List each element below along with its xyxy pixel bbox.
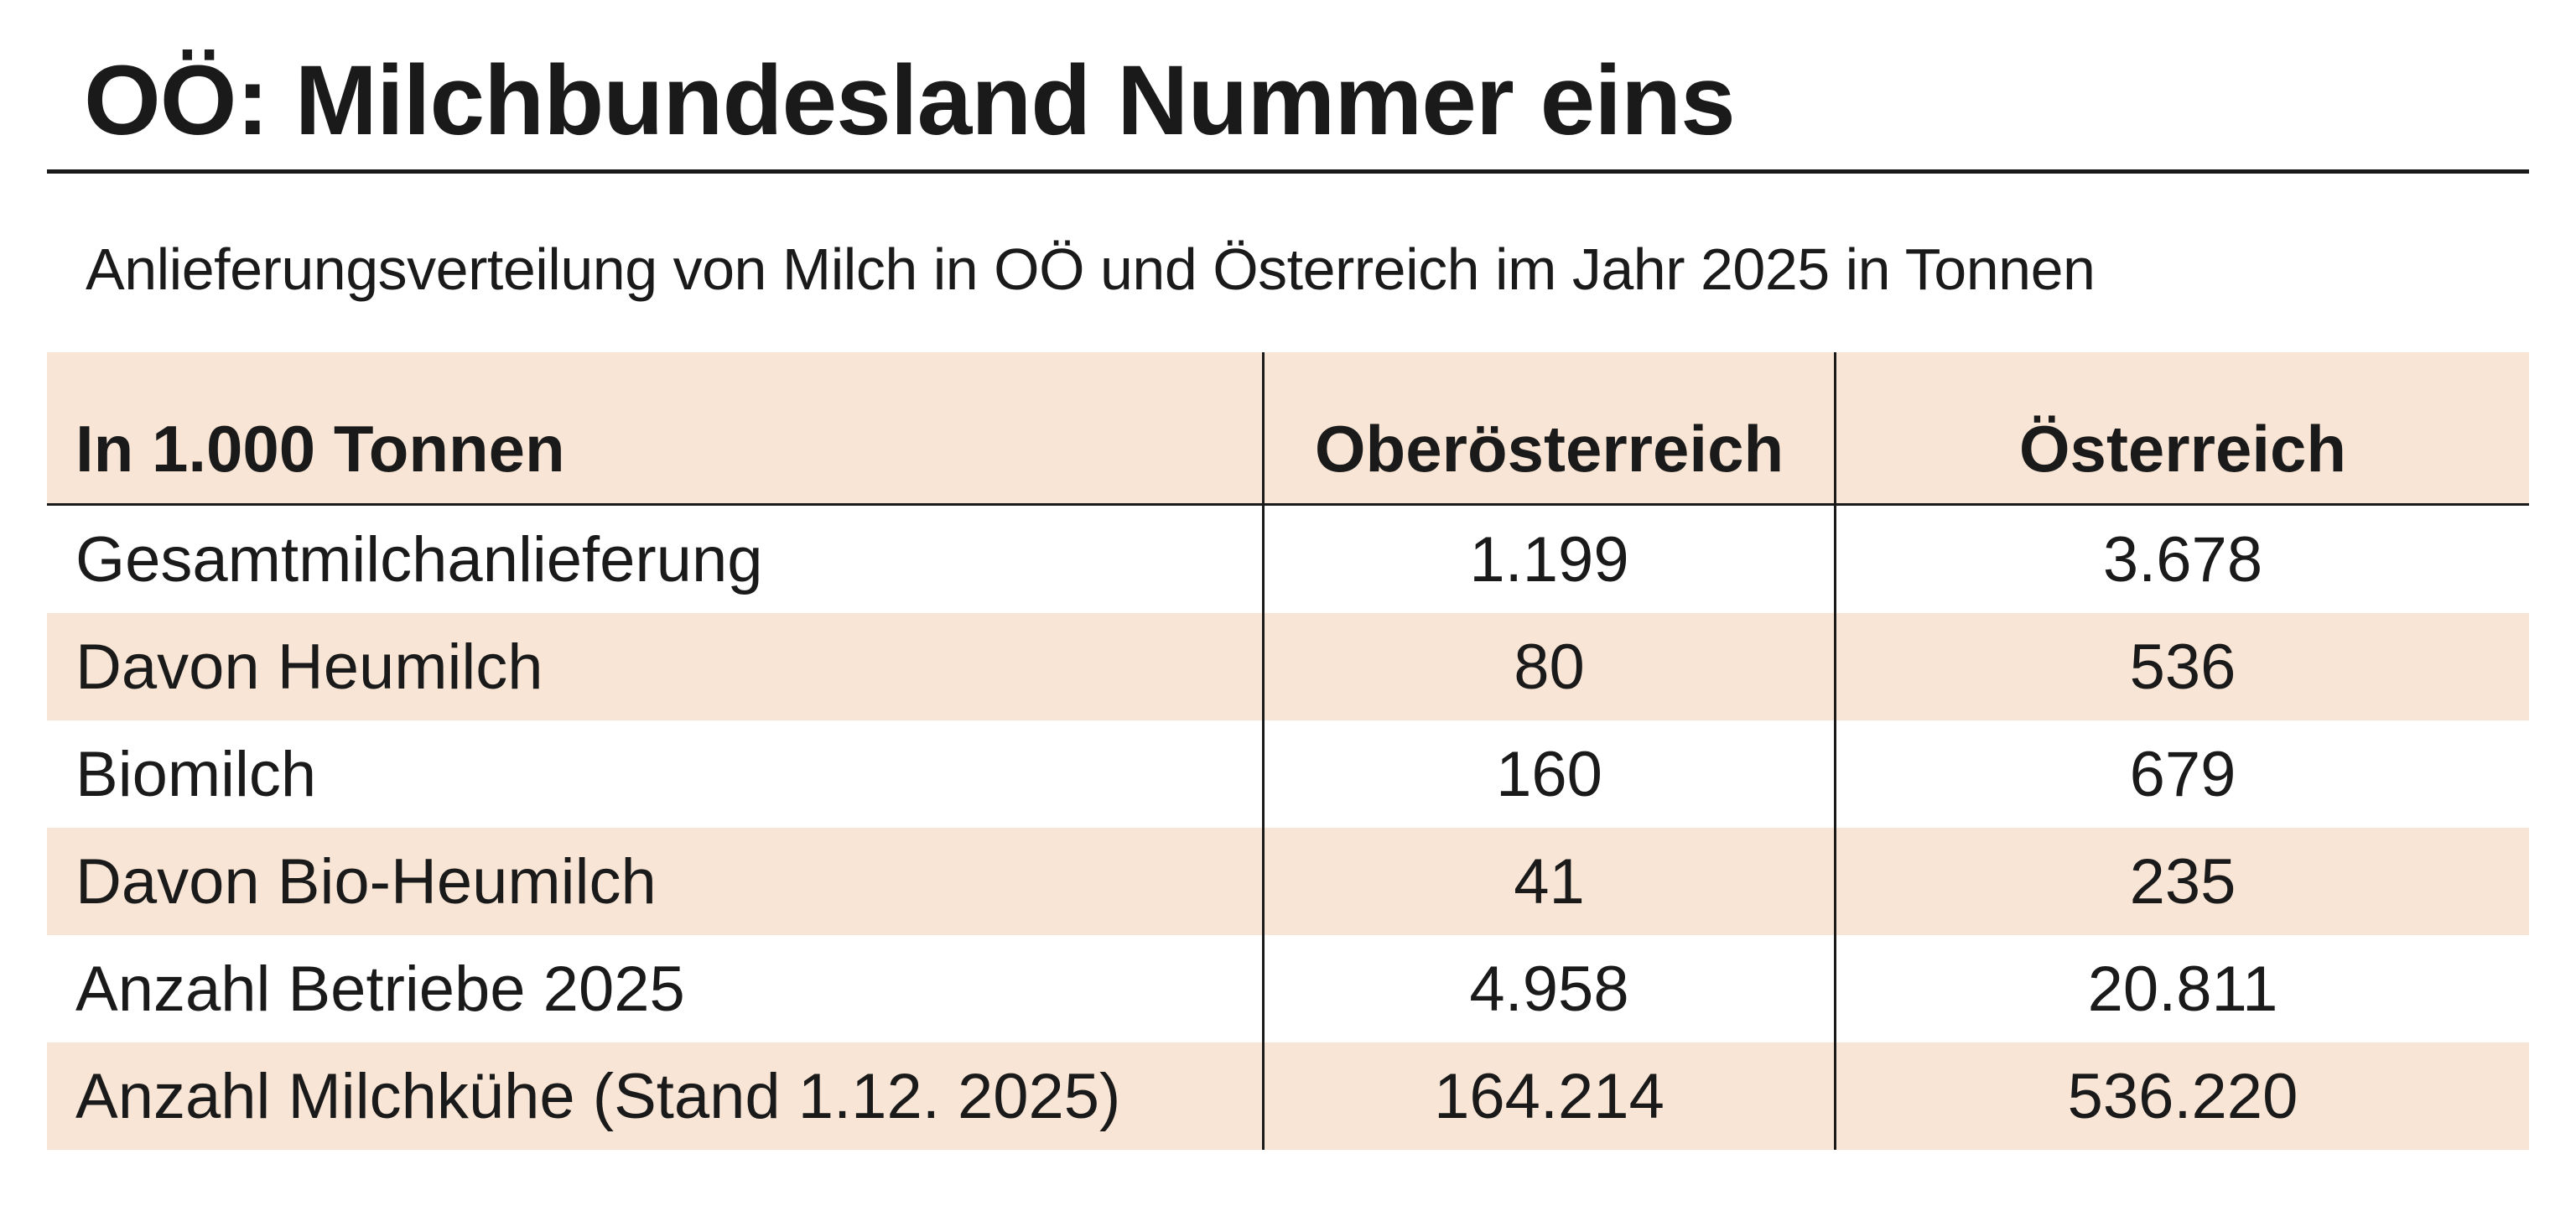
title-divider bbox=[47, 169, 2529, 174]
row-at-value: 235 bbox=[2129, 845, 2236, 917]
row-ooe-value: 4.958 bbox=[1265, 935, 1836, 1042]
row-ooe-value: 164.214 bbox=[1265, 1042, 1836, 1150]
data-table: In 1.000 Tonnen Oberösterreich Österreic… bbox=[47, 352, 2529, 1150]
header-at-column: Österreich bbox=[2018, 411, 2347, 486]
row-ooe-value: 41 bbox=[1265, 828, 1836, 935]
row-at-value: 536 bbox=[2129, 631, 2236, 703]
header-ooe-column: Oberösterreich bbox=[1265, 352, 1836, 503]
row-label: Davon Bio-Heumilch bbox=[47, 828, 1265, 935]
row-ooe-value: 1.199 bbox=[1265, 506, 1836, 613]
row-ooe-value: 80 bbox=[1265, 613, 1836, 720]
row-at-value: 3.678 bbox=[2102, 523, 2263, 595]
table-row: Davon Heumilch 80 536 bbox=[47, 613, 2529, 720]
table-row: Davon Bio-Heumilch 41 235 bbox=[47, 828, 2529, 935]
row-label: Anzahl Milchkühe (Stand 1.12. 2025) bbox=[47, 1042, 1265, 1150]
row-ooe-value: 160 bbox=[1265, 720, 1836, 828]
page-title: OÖ: Milchbundesland Nummer eins bbox=[84, 45, 1736, 156]
row-at-value: 20.811 bbox=[2087, 953, 2278, 1025]
table-row: Biomilch 160 679 bbox=[47, 720, 2529, 828]
page-subtitle: Anlieferungsverteilung von Milch in OÖ u… bbox=[86, 237, 2096, 302]
table-row: Gesamtmilchanlieferung 1.199 3.678 bbox=[47, 506, 2529, 613]
row-label: Biomilch bbox=[47, 720, 1265, 828]
row-label: Gesamtmilchanlieferung bbox=[47, 506, 1265, 613]
row-at-value: 679 bbox=[2129, 738, 2236, 810]
table-row: Anzahl Milchkühe (Stand 1.12. 2025) 164.… bbox=[47, 1042, 2529, 1150]
header-label-column: In 1.000 Tonnen bbox=[47, 352, 1265, 503]
table-row: Anzahl Betriebe 2025 4.958 20.811 bbox=[47, 935, 2529, 1042]
row-label: Anzahl Betriebe 2025 bbox=[47, 935, 1265, 1042]
row-at-value: 536.220 bbox=[2067, 1060, 2298, 1132]
row-label: Davon Heumilch bbox=[47, 613, 1265, 720]
table-header-row: In 1.000 Tonnen Oberösterreich Österreic… bbox=[47, 352, 2529, 506]
